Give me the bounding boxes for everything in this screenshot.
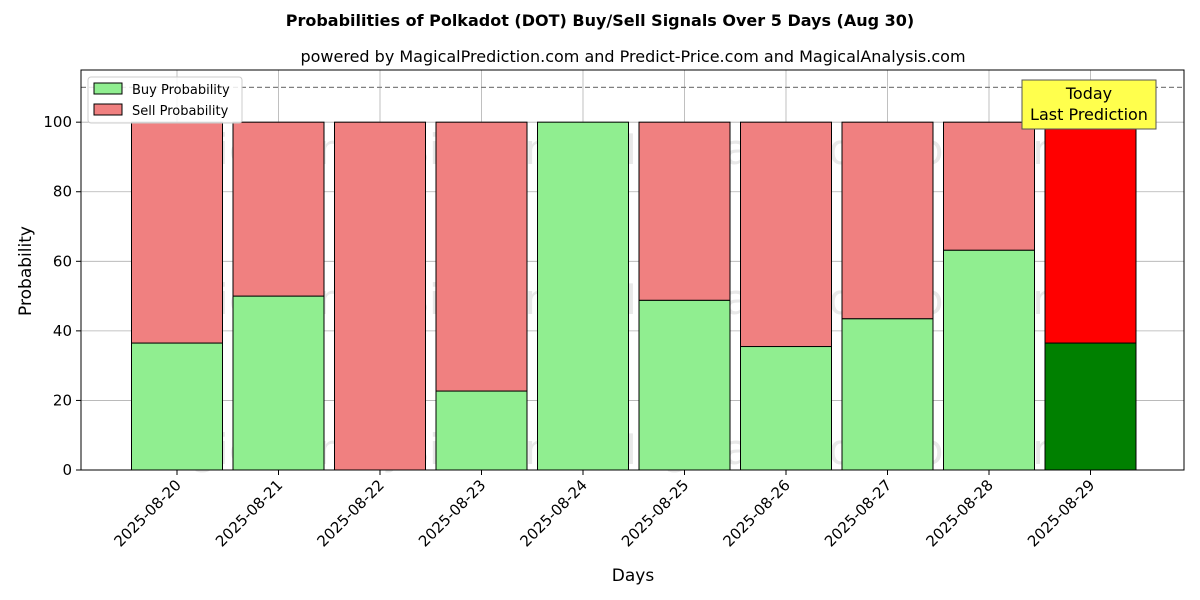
x-tick-label: 2025-08-20	[110, 476, 184, 550]
chart-subtitle: powered by MagicalPrediction.com and Pre…	[300, 47, 965, 66]
sell-bar	[740, 121, 832, 348]
buy-bar	[638, 299, 731, 471]
sell-bar	[131, 121, 223, 344]
x-tick-label: 2025-08-26	[719, 476, 793, 550]
sell-bar	[232, 121, 325, 297]
buy-bar	[131, 342, 223, 471]
sell-bar	[435, 121, 528, 392]
buy-bar	[537, 121, 629, 471]
annotation-text: Today	[1065, 84, 1112, 103]
legend-label: Sell Probability	[132, 104, 229, 119]
buy-bar	[740, 346, 832, 471]
legend-label: Buy Probability	[132, 83, 230, 98]
x-tick-label: 2025-08-25	[618, 476, 692, 550]
y-tick-label: 80	[53, 183, 72, 201]
sell-bar	[841, 121, 934, 320]
x-tick-label: 2025-08-27	[821, 476, 895, 550]
sell-bar	[943, 121, 1035, 251]
buy-bar	[1044, 342, 1137, 471]
y-axis-label: Probability	[16, 226, 36, 316]
chart-title: Probabilities of Polkadot (DOT) Buy/Sell…	[286, 11, 915, 30]
x-tick-label: 2025-08-24	[516, 476, 590, 550]
sell-bar	[1044, 121, 1137, 344]
legend-swatch	[93, 82, 123, 95]
x-tick-label: 2025-08-21	[212, 476, 286, 550]
annotation-box	[1021, 79, 1157, 130]
y-tick-label: 0	[62, 461, 72, 479]
buy-bar	[435, 390, 528, 471]
annotation-text: Last Prediction	[1030, 105, 1148, 124]
y-tick-label: 100	[43, 113, 72, 131]
y-tick-label: 60	[53, 252, 72, 270]
plot-frame	[80, 69, 1185, 471]
x-tick-label: 2025-08-23	[415, 476, 489, 550]
legend-swatch	[93, 103, 123, 116]
legend-box	[87, 76, 243, 124]
y-tick-label: 40	[53, 322, 72, 340]
buy-bar	[943, 249, 1035, 471]
today-annotation: Today Last Prediction	[1021, 79, 1157, 130]
x-tick-label: 2025-08-28	[922, 476, 996, 550]
buy-bar	[841, 318, 934, 471]
legend: Buy Probability Sell Probability	[87, 76, 243, 124]
sell-bar	[334, 121, 426, 471]
sell-bar	[638, 121, 731, 301]
y-tick-label: 20	[53, 391, 72, 409]
buy-bar	[232, 295, 325, 471]
x-axis-label: Days	[612, 566, 655, 586]
x-tick-label: 2025-08-29	[1024, 476, 1098, 550]
x-tick-label: 2025-08-22	[313, 476, 387, 550]
plot-area: MagicalAnalysis.comMagicalPrediction.com…	[43, 69, 1185, 550]
